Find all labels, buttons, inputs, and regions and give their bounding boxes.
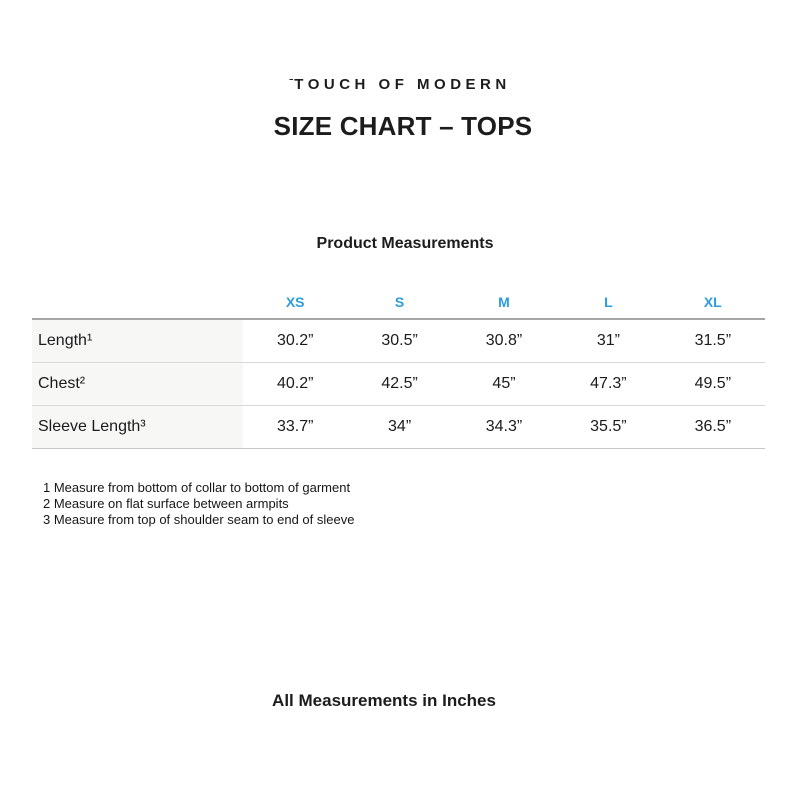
cell-value: 36.5” [694,418,732,435]
footnote-3: 3 Measure from top of shoulder seam to e… [43,512,355,527]
table-caption: Product Measurements [316,235,494,252]
size-header-row: XS S M L XL [32,272,765,318]
table-body: Length¹ 30.2” 30.5” 30.8” 31” 31.5” Ches… [32,318,765,449]
size-header-xl: XL [703,294,722,310]
page-title: SIZE CHART – TOPS [273,111,533,141]
cell-value: 30.2” [276,332,314,349]
cell-value: 33.7” [276,418,314,435]
cell-value: 49.5” [694,375,732,392]
row-label: Sleeve Length³ [32,406,243,448]
cell-value: 34” [388,418,412,435]
size-header-s: S [394,294,405,310]
cell-value: 30.8” [485,332,523,349]
cell-value: 34.3” [485,418,523,435]
measurements-table: XS S M L XL Length¹ 30.2” 30.5” 30.8” 31… [32,272,765,449]
cell-value: 47.3” [590,375,627,392]
brand-logo-text: TOUCH OF MODERN [294,76,511,93]
size-header-m: M [498,294,510,310]
footer-note: All Measurements in Inches [272,691,496,710]
table-row-chest: Chest² 40.2” 42.5” 45” 47.3” 49.5” [32,363,765,406]
footnotes: 1 Measure from bottom of collar to botto… [43,480,354,528]
cell-value: 42.5” [381,375,418,392]
cell-value: 35.5” [590,418,627,435]
size-header-l: L [604,294,613,310]
size-header-xs: XS [285,294,305,310]
logo-tick-mark: ˉ [289,76,294,90]
row-label: Length¹ [32,320,243,362]
footnote-2: 2 Measure on flat surface between armpit… [43,496,289,511]
cell-value: 31.5” [694,332,732,349]
table-row-length: Length¹ 30.2” 30.5” 30.8” 31” 31.5” [32,320,765,363]
row-label: Chest² [32,363,243,405]
table-row-sleeve-length: Sleeve Length³ 33.7” 34” 34.3” 35.5” 36.… [32,406,765,449]
cell-value: 30.5” [381,332,418,349]
footnote-1: 1 Measure from bottom of collar to botto… [43,480,351,495]
brand-logo: ˉTOUCH OF MODERN [289,76,510,93]
cell-value: 40.2” [276,375,314,392]
cell-value: 31” [596,332,620,349]
cell-value: 45” [492,375,516,392]
